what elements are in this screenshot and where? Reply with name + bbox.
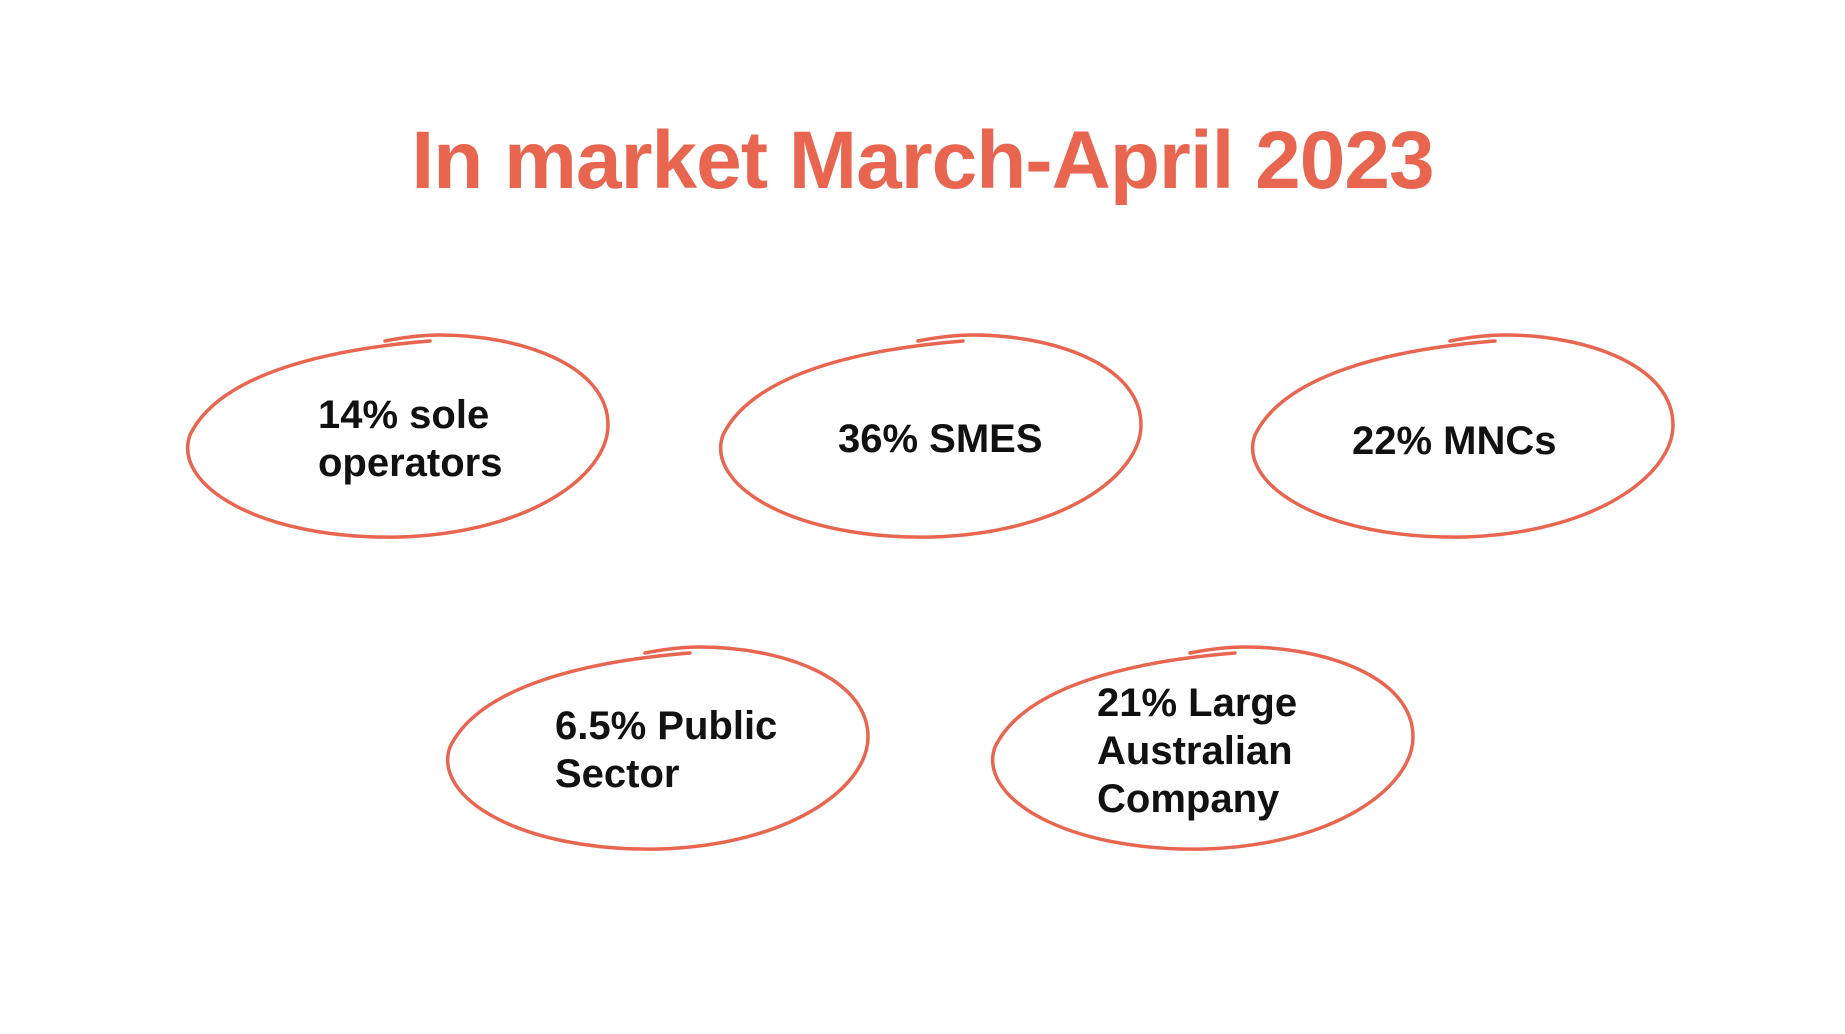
page-title: In market March-April 2023: [411, 115, 1434, 206]
stat-oval-mncs: 22% MNCs: [1245, 325, 1685, 545]
stat-text-line: 36% SMES: [838, 417, 1043, 461]
stat-label-smes: 36% SMES: [838, 415, 1043, 463]
stat-text-line: Sector: [555, 752, 680, 796]
hand-drawn-oval-icon: [991, 645, 1415, 851]
stat-label-sole-operators: 14% sole operators: [318, 391, 503, 487]
hand-drawn-oval-icon: [719, 333, 1143, 539]
stat-text-line: 21% Large: [1097, 681, 1298, 725]
stat-text-line: Company: [1097, 777, 1280, 821]
stat-text-line: Australian: [1097, 729, 1293, 773]
stat-oval-large-australian-company: 21% Large Australian Company: [985, 637, 1425, 857]
stat-label-mncs: 22% MNCs: [1352, 417, 1557, 465]
hand-drawn-oval-icon: [446, 645, 870, 851]
hand-drawn-oval-icon: [1251, 333, 1675, 539]
hand-drawn-oval-icon: [186, 333, 610, 539]
stat-text-line: 6.5% Public: [555, 704, 778, 748]
stat-label-public-sector: 6.5% Public Sector: [555, 702, 777, 798]
stat-text-line: 22% MNCs: [1352, 419, 1557, 463]
stat-oval-sole-operators: 14% sole operators: [180, 325, 620, 545]
stat-oval-smes: 36% SMES: [713, 325, 1153, 545]
stat-text-line: 14% sole: [318, 393, 490, 437]
stat-text-line: operators: [318, 441, 503, 485]
stat-oval-public-sector: 6.5% Public Sector: [440, 637, 880, 857]
stat-label-large-australian-company: 21% Large Australian Company: [1097, 679, 1297, 823]
